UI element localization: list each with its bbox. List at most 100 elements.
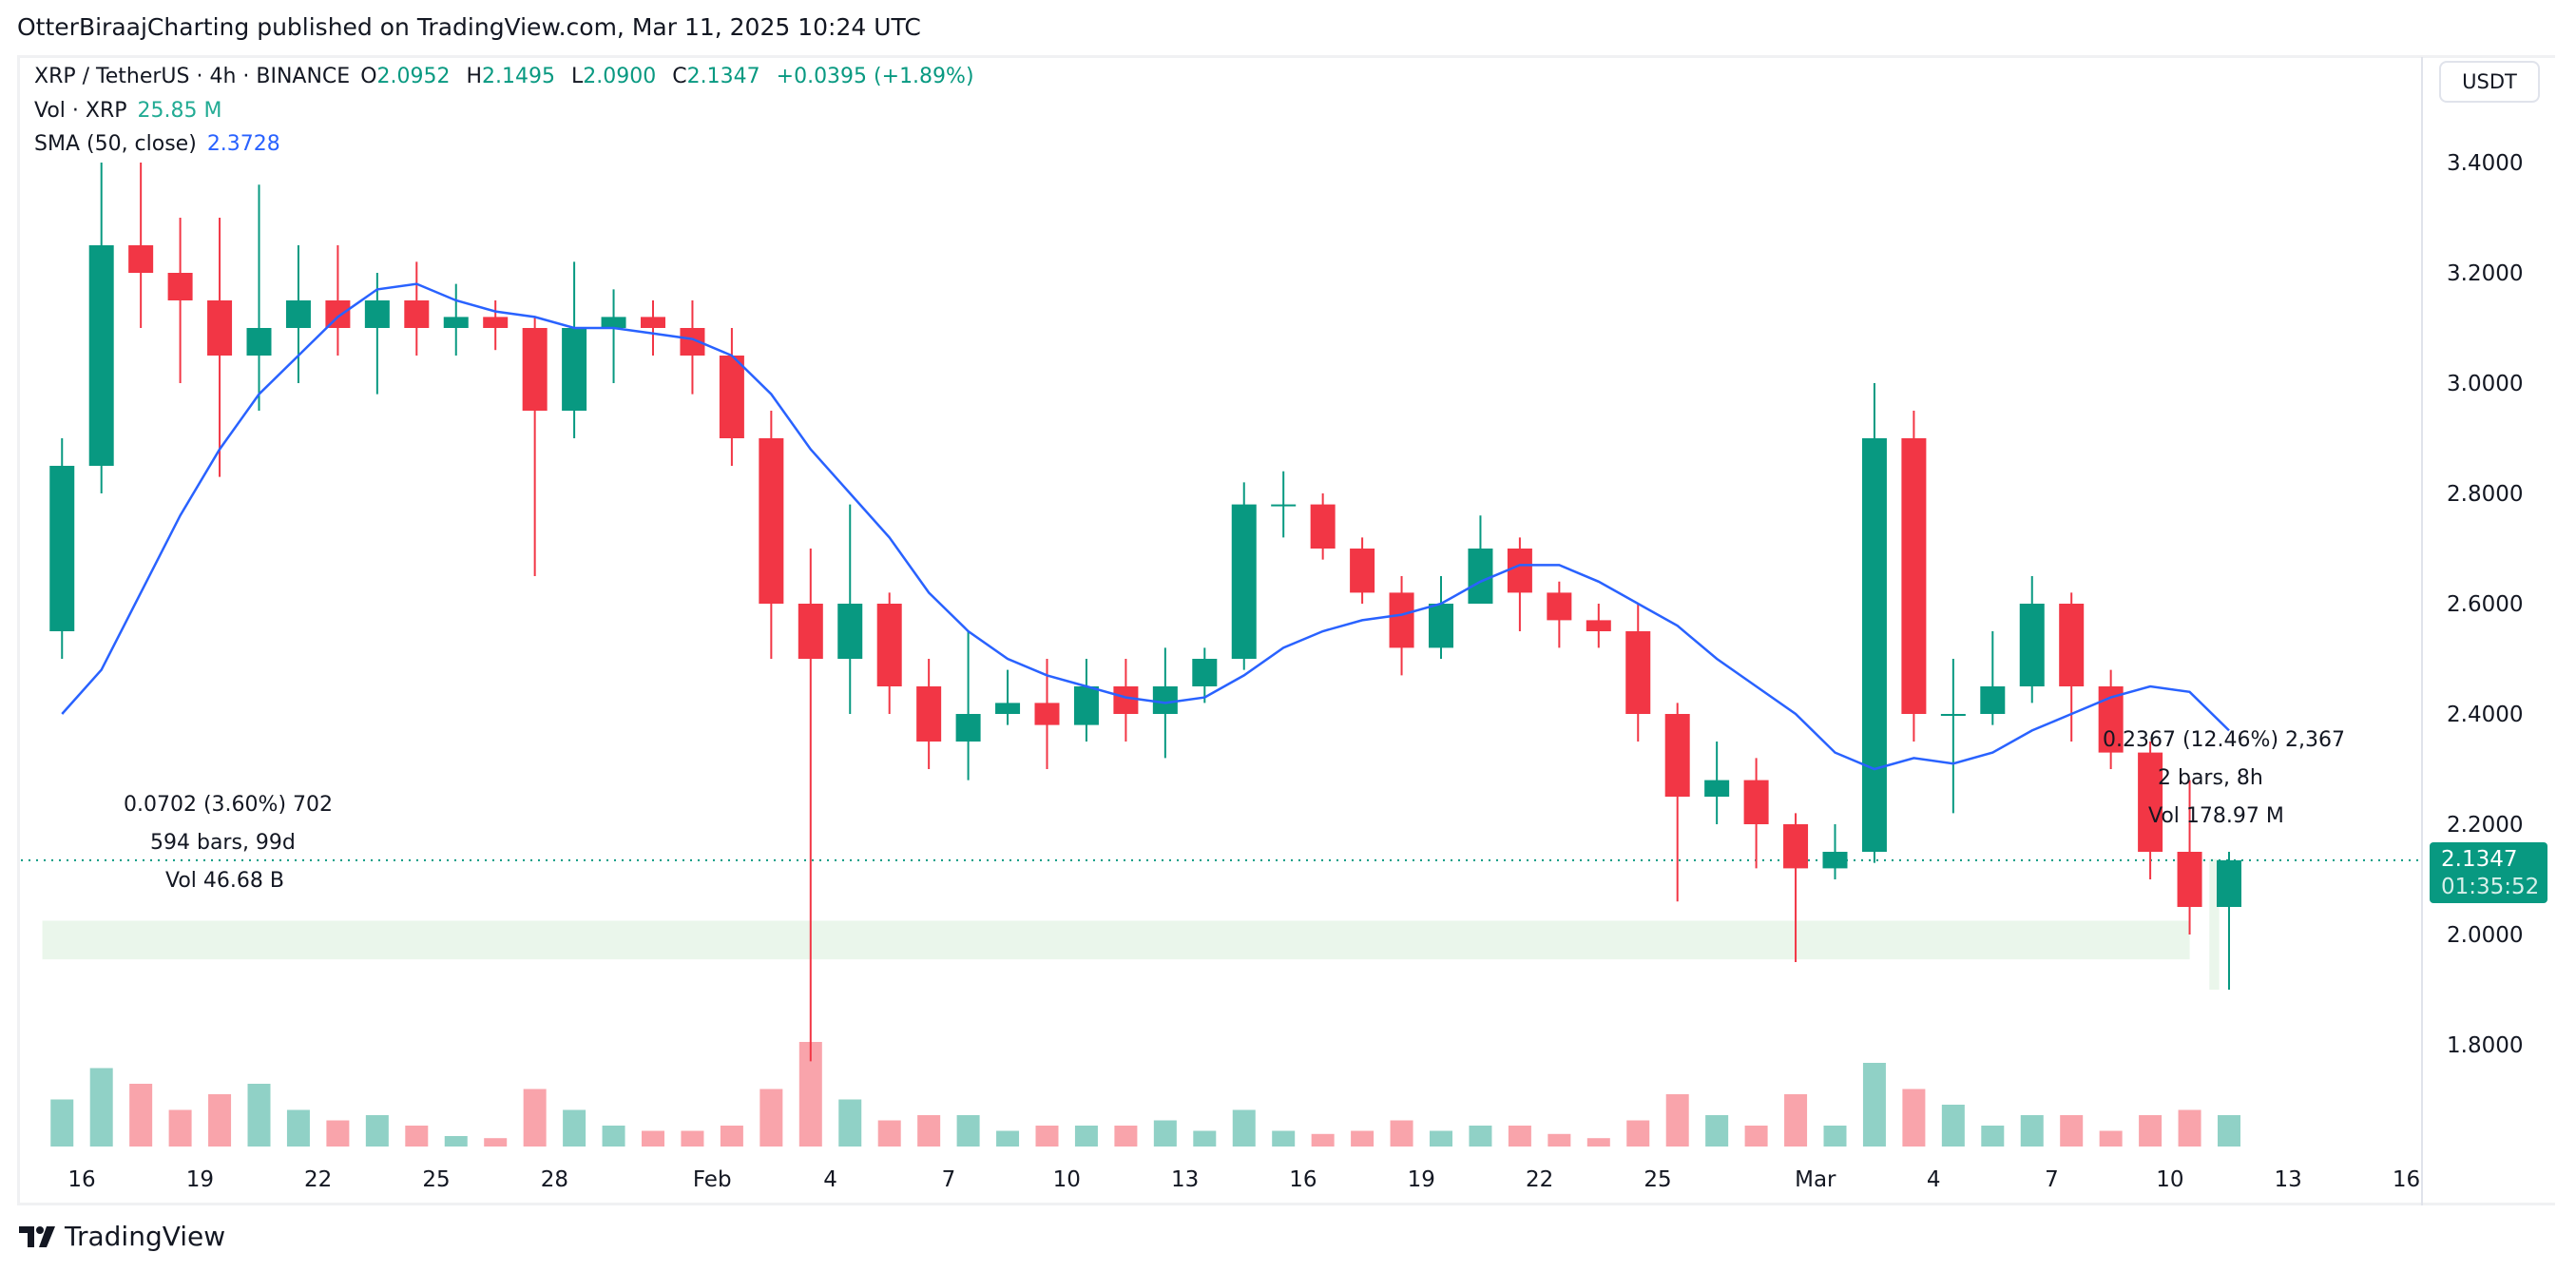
candle-body — [49, 466, 75, 631]
sma-value: 2.3728 — [206, 132, 280, 156]
candle-body — [404, 300, 430, 328]
time-tick-label: 25 — [1644, 1167, 1671, 1192]
volume-bar — [2178, 1109, 2201, 1147]
measure-1-volume: Vol 46.68 B — [165, 869, 284, 893]
candle-body — [641, 317, 665, 328]
volume-bar — [1232, 1109, 1256, 1147]
bar-countdown: 01:35:52 — [2441, 875, 2540, 899]
last-price: 2.1347 — [2441, 847, 2518, 872]
time-tick-label: 16 — [1289, 1167, 1317, 1192]
currency-button[interactable]: USDT — [2439, 61, 2540, 103]
volume-bar — [1744, 1126, 1768, 1147]
measure-1-change: 0.0702 (3.60%) 702 — [124, 793, 334, 817]
time-tick-label: 25 — [422, 1167, 450, 1192]
candle-body — [601, 317, 626, 328]
time-tick-label: 10 — [2156, 1167, 2183, 1192]
candle-body — [1783, 824, 1809, 869]
time-tick-label: 22 — [1526, 1167, 1553, 1192]
candle-body — [1822, 852, 1848, 869]
sma-label[interactable]: SMA (50, close) — [34, 132, 197, 156]
volume-bar — [1823, 1126, 1847, 1147]
chart-panel[interactable] — [17, 55, 2555, 1205]
volume-bar — [1351, 1130, 1375, 1147]
volume-bar — [1784, 1094, 1808, 1147]
high-value: 2.1495 — [482, 65, 556, 88]
symbol-title[interactable]: XRP / TetherUS · 4h · BINANCE — [34, 65, 351, 88]
time-tick-label: Feb — [693, 1167, 732, 1192]
candle-body — [1664, 714, 1690, 797]
candle-body — [246, 328, 272, 356]
volume-bar — [168, 1109, 192, 1147]
candle-body — [1389, 592, 1414, 648]
candle-body — [285, 300, 311, 328]
volume-bar — [1153, 1120, 1177, 1147]
tradingview-logo-icon — [19, 1225, 55, 1247]
volume-bar — [2060, 1115, 2084, 1147]
close-value: 2.1347 — [686, 65, 760, 88]
time-tick-label: 13 — [2275, 1167, 2302, 1192]
time-tick-label: 4 — [823, 1167, 837, 1192]
volume-bar — [1626, 1120, 1650, 1147]
candle-body — [955, 714, 981, 742]
tradingview-logo-text: TradingView — [65, 1221, 226, 1252]
sma-line — [61, 282, 2230, 771]
volume-bar — [208, 1094, 232, 1147]
tradingview-logo[interactable]: TradingView — [19, 1221, 225, 1252]
volume-label[interactable]: Vol · XRP — [34, 99, 127, 123]
volume-bar — [2020, 1115, 2044, 1147]
candle-body — [759, 438, 784, 604]
volume-bar — [759, 1089, 783, 1147]
candle-body — [719, 356, 744, 438]
volume-bar — [1862, 1063, 1886, 1147]
volume-bar — [1941, 1105, 1965, 1147]
volume-bar — [89, 1068, 113, 1147]
measure-range-box — [42, 920, 2190, 960]
volume-bar — [1430, 1130, 1452, 1147]
candle-body — [1113, 686, 1139, 714]
candle-body — [88, 245, 114, 466]
volume-bar — [1902, 1089, 1926, 1147]
candle-body — [1507, 549, 1532, 593]
volume-bar — [286, 1109, 310, 1147]
volume-bar — [720, 1126, 743, 1147]
candle-body — [876, 604, 902, 686]
volume-bar — [877, 1120, 901, 1147]
candle-body — [1073, 686, 1099, 725]
volume-bar — [1705, 1115, 1729, 1147]
change-value: +0.0395 (+1.89%) — [776, 65, 974, 88]
volume-bar — [602, 1126, 625, 1147]
last-price-tag: 2.1347 01:35:52 — [2430, 842, 2547, 903]
time-tick-label: 19 — [1408, 1167, 1435, 1192]
candle-body — [2059, 604, 2085, 686]
volume-bar — [2099, 1130, 2123, 1147]
volume-bar — [1469, 1126, 1492, 1147]
price-tick-label: 2.2000 — [2447, 813, 2523, 838]
candle-body — [1743, 780, 1769, 824]
candle-body — [2019, 604, 2045, 686]
candle-body — [916, 686, 942, 742]
price-tick-label: 3.2000 — [2447, 261, 2523, 286]
low-label: L — [571, 65, 584, 88]
volume-bar — [50, 1099, 74, 1147]
candle-body — [1586, 620, 1611, 631]
volume-bar — [2218, 1115, 2240, 1147]
volume-bar — [444, 1136, 468, 1147]
measure-2-volume: Vol 178.97 M — [2148, 804, 2284, 828]
candle-body — [1152, 686, 1178, 714]
volume-bar — [1114, 1126, 1138, 1147]
price-tick-label: 1.8000 — [2447, 1033, 2523, 1058]
candle-body — [995, 703, 1021, 714]
sma-legend: SMA (50, close) 2.3728 — [34, 132, 284, 156]
close-label: C — [672, 65, 687, 88]
time-tick-label: 19 — [186, 1167, 214, 1192]
volume-bar — [365, 1115, 389, 1147]
open-value: 2.0952 — [376, 65, 451, 88]
volume-bar — [484, 1138, 508, 1147]
volume-bar — [405, 1126, 429, 1147]
volume-bar — [1586, 1138, 1610, 1147]
volume-bar — [1074, 1126, 1098, 1147]
measure-1-bars: 594 bars, 99d — [150, 831, 296, 855]
candle-body — [798, 604, 823, 659]
candle-body — [1271, 504, 1297, 507]
